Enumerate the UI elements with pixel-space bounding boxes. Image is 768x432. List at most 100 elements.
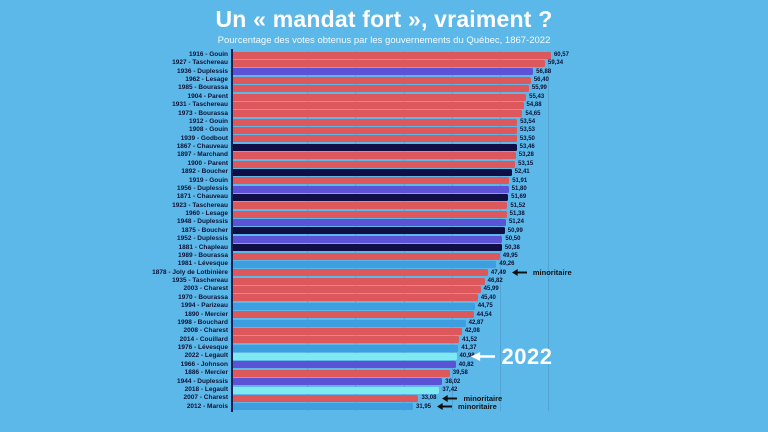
- bar-row: 1927 - Taschereau 59,34: [0, 59, 768, 68]
- bar-label: 2018 - Legault: [184, 385, 228, 393]
- bar-label: 2008 - Charest: [183, 327, 228, 335]
- bar-row: 1973 - Bourassa 54,65: [0, 110, 768, 118]
- bar-label: 1919 - Gouin: [188, 176, 228, 184]
- bar: [233, 252, 500, 260]
- bar-row: 1881 - Chapleau 50,38: [0, 244, 768, 252]
- bar: [233, 235, 503, 243]
- bar-value: 53,28: [518, 152, 534, 159]
- bar-row: 1878 - Joly de Lotbinière 47,49 minoritair…: [0, 268, 768, 278]
- bar-row: 1871 - Chauveau 51,69: [0, 193, 768, 201]
- bar-label: 1935 - Taschereau: [172, 277, 228, 285]
- bar-label: 1900 - Parent: [187, 159, 228, 167]
- bar-row: 2008 - Charest 42,08: [0, 327, 768, 335]
- bar-row: 1944 - Duplessis 38,02: [0, 378, 768, 386]
- bar-label: 1875 - Boucher: [181, 226, 228, 234]
- bar-row: 1936 - Duplessis 56,88: [0, 68, 768, 76]
- bar: [233, 202, 508, 210]
- bar-row: 1981 - Lévesque 49,26: [0, 260, 768, 268]
- bar: [233, 378, 443, 386]
- bar: [233, 110, 523, 118]
- bar-value: 54,88: [526, 102, 542, 109]
- bar-row: 1908 - Gouin 53,53: [0, 126, 768, 135]
- minoritaire-annotation: minoritaire: [436, 402, 497, 412]
- bar-row: 2003 - Charest 45,99: [0, 285, 768, 294]
- bar-label: 1936 - Duplessis: [177, 67, 228, 75]
- bar-label: 1886 - Mercier: [184, 369, 228, 377]
- bar-value: 45,99: [483, 286, 499, 293]
- bar-row: 1956 - Duplessis 51,80: [0, 185, 768, 193]
- bar-label: 1908 - Gouin: [188, 126, 228, 134]
- bar-value: 53,54: [520, 118, 536, 125]
- bar-row: 1912 - Gouin 53,54: [0, 118, 768, 126]
- bar-row: 2007 - Charest 33,08 minoritaire: [0, 394, 768, 403]
- bar-label: 1994 - Parizeau: [181, 302, 228, 310]
- bar-row: 2022 - Legault 40,98 2022: [0, 344, 768, 369]
- bar: [233, 68, 534, 76]
- bar-value: 51,38: [509, 211, 525, 218]
- bar: [233, 327, 462, 335]
- bar-label: 1948 - Duplessis: [177, 218, 228, 226]
- annotation-text: 2022: [501, 343, 553, 369]
- bar-label: 2003 - Charest: [183, 285, 228, 293]
- bar-label: 2014 - Couillard: [179, 335, 228, 343]
- bar-row: 1935 - Taschereau 46,82: [0, 277, 768, 285]
- bar: [233, 277, 485, 285]
- bar: [233, 336, 460, 344]
- bar: [233, 319, 466, 327]
- bar-value: 51,69: [511, 194, 527, 201]
- bar-value: 41,52: [462, 336, 478, 343]
- bar-row: 1985 - Bourassa 55,99: [0, 84, 768, 93]
- bar-row: 1900 - Parent 53,15: [0, 160, 768, 168]
- bar: [233, 135, 517, 143]
- bar: [233, 302, 475, 310]
- bar-value: 50,99: [507, 227, 523, 234]
- axis-line: [231, 49, 233, 412]
- bar-value: 52,41: [514, 169, 530, 176]
- bar-label: 1976 - Lévesque: [177, 344, 228, 352]
- bar-value: 60,57: [553, 52, 569, 58]
- bar-row: 1994 - Parizeau 44,75: [0, 302, 768, 310]
- bar: [233, 143, 517, 151]
- bar-label: 1912 - Gouin: [188, 117, 228, 125]
- bar-label: 1944 - Duplessis: [177, 377, 228, 385]
- bar: [233, 227, 505, 235]
- bar: [233, 60, 546, 68]
- bar-row: 1976 - Lévesque 41,37: [0, 344, 768, 352]
- bar-value: 51,24: [508, 219, 524, 226]
- bar-label: 1962 - Lesage: [185, 76, 228, 84]
- bar-label: 1931 - Taschereau: [172, 101, 228, 109]
- bar-value: 51,52: [510, 202, 526, 209]
- bar-row: 1875 - Boucher 50,99: [0, 227, 768, 235]
- annotation-text: minoritaire: [532, 268, 572, 278]
- bar-row: 1892 - Boucher 52,41: [0, 168, 768, 176]
- bar-value: 51,91: [512, 177, 528, 184]
- bar: [233, 394, 419, 402]
- bar-row: 1989 - Bourassa 49,95: [0, 252, 768, 260]
- bar-row: 2018 - Legault 37,42: [0, 386, 768, 394]
- bar-value: 33,08: [421, 395, 437, 402]
- bar-value: 47,49: [490, 269, 506, 276]
- bar-label: 1973 - Bourassa: [178, 109, 228, 117]
- bar-row: 1904 - Parent 55,43: [0, 93, 768, 101]
- bar: [233, 344, 459, 352]
- bar: [233, 353, 457, 361]
- bar: [233, 403, 413, 411]
- minoritaire-annotation: minoritaire: [511, 268, 572, 278]
- bar-value: 55,43: [529, 93, 545, 100]
- bar: [233, 311, 474, 319]
- bar-label: 2007 - Charest: [183, 394, 228, 402]
- bar-label: 1989 - Bourassa: [178, 251, 228, 259]
- annotation-text: minoritaire: [457, 402, 497, 412]
- page-title: Un « mandat fort », vraiment ?: [215, 6, 553, 32]
- bar-value: 44,75: [477, 303, 493, 310]
- bar-label: 1890 - Mercier: [184, 310, 228, 318]
- bar-row: 1897 - Marchand 53,28: [0, 151, 768, 160]
- bar-value: 54,65: [525, 110, 541, 117]
- bar-row: 1948 - Duplessis 51,24: [0, 218, 768, 227]
- bar: [233, 294, 478, 302]
- bar-label: 1878 - Joly de Lotbinière: [152, 268, 228, 276]
- bar-value: 38,02: [445, 378, 461, 385]
- bar-label: 1998 - Bouchard: [177, 318, 228, 326]
- bar-value: 50,50: [505, 236, 521, 243]
